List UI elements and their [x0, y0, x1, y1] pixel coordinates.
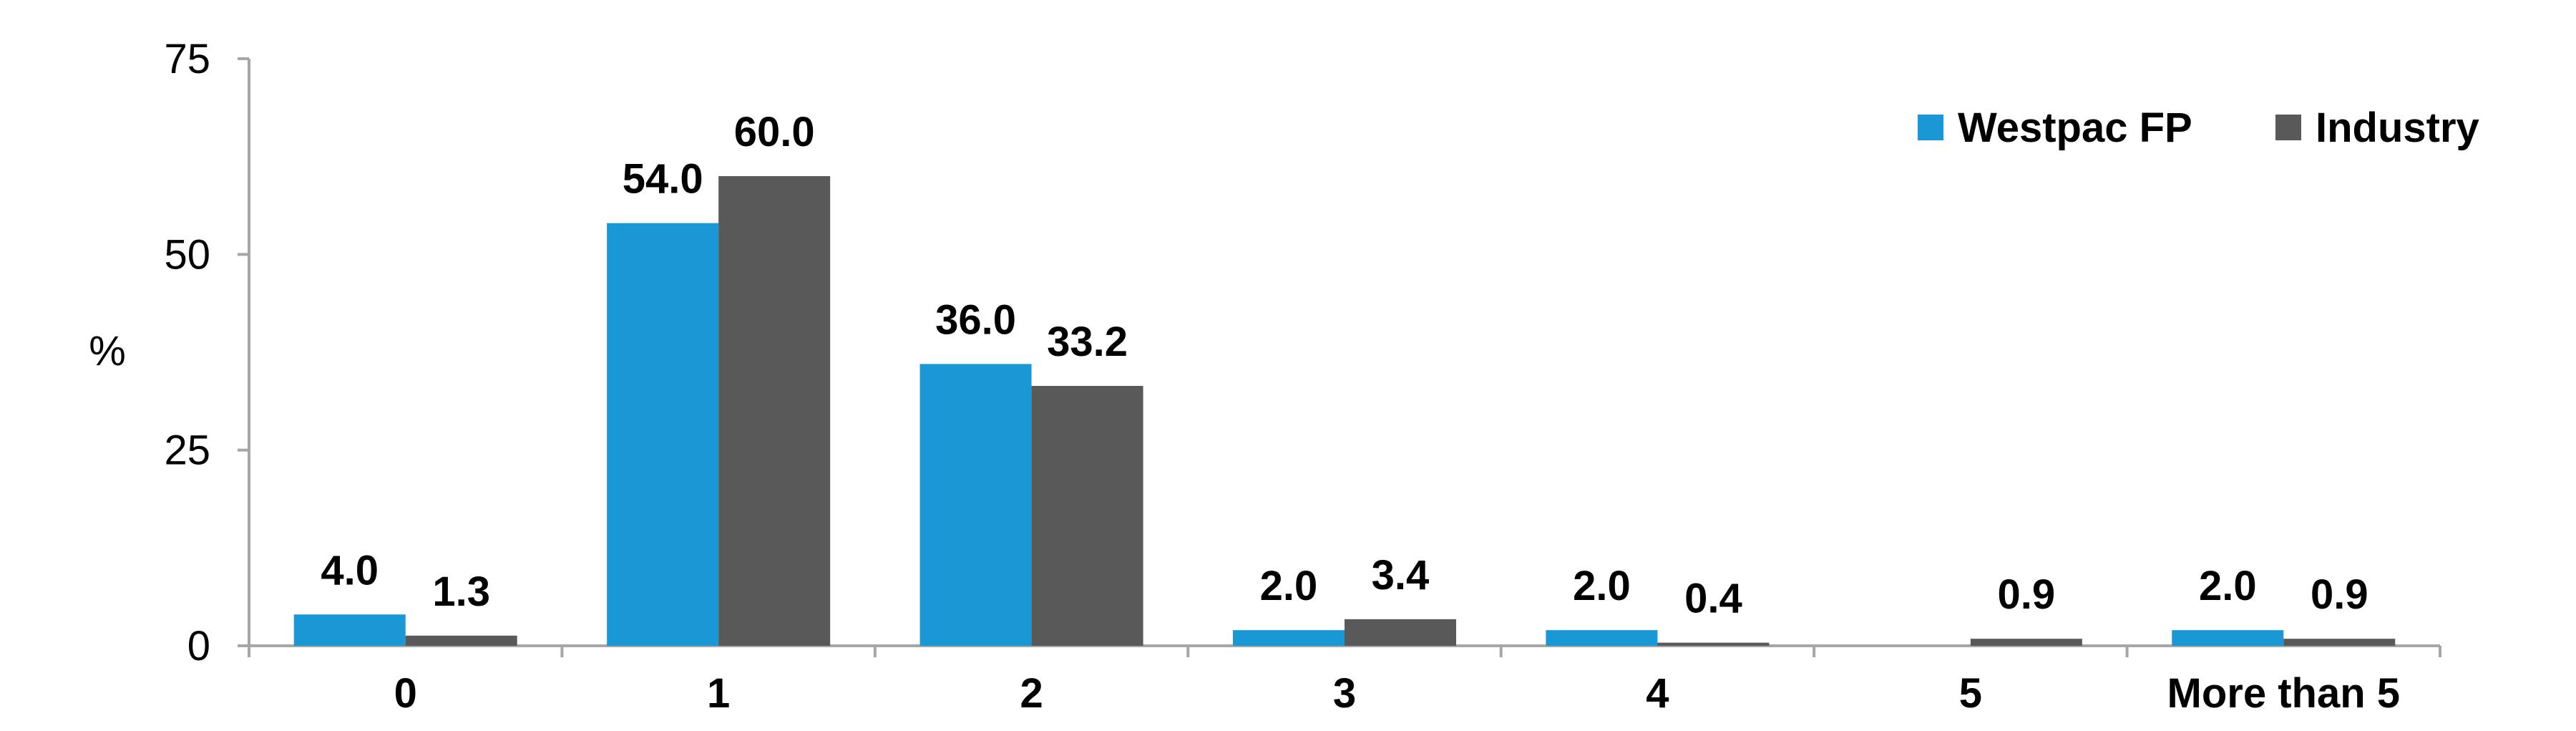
bars [293, 176, 2396, 647]
legend: Westpac FP Industry [1918, 105, 2479, 151]
y-tick-label: 50 [164, 231, 210, 278]
legend-swatch [2275, 115, 2301, 140]
data-label: 60.0 [734, 109, 815, 155]
bar-industry [718, 176, 831, 646]
x-category-label: More than 5 [2167, 670, 2401, 717]
bar-westpac-fp [607, 223, 719, 647]
bar-westpac-fp [2172, 630, 2284, 646]
bar-industry [405, 635, 517, 646]
y-tick-label: 75 [164, 36, 210, 82]
x-category-label: 0 [394, 670, 417, 717]
bar-industry [1031, 386, 1143, 646]
bar-westpac-fp [1233, 630, 1345, 646]
y-axis: 0 25 50 75 [164, 36, 250, 669]
x-axis: 0 1 2 3 4 5 More than 5 [248, 644, 2441, 717]
data-label: 2.0 [1573, 563, 1631, 609]
bar-westpac-fp [1546, 630, 1658, 646]
legend-label: Westpac FP [1958, 105, 2192, 151]
x-category-label: 4 [1646, 670, 1669, 717]
legend-swatch [1918, 115, 1943, 140]
data-label: 1.3 [432, 568, 490, 615]
bar-industry [1345, 619, 1456, 646]
x-category-label: 1 [707, 670, 730, 717]
data-label: 0.4 [1684, 576, 1742, 622]
x-category-label: 5 [1959, 670, 1982, 717]
data-label: 33.2 [1047, 319, 1128, 365]
data-label: 3.4 [1372, 552, 1430, 599]
x-category-label: 2 [1020, 670, 1043, 717]
data-label: 2.0 [1260, 563, 1318, 609]
legend-label: Industry [2316, 105, 2479, 151]
data-label: 54.0 [623, 156, 703, 203]
data-label: 0.9 [2311, 571, 2368, 618]
bar-westpac-fp [293, 614, 406, 646]
data-label: 2.0 [2199, 563, 2257, 609]
data-labels: 4.0 54.0 36.0 2.0 2.0 2.0 1.3 60.0 33.2 3.4 0.4 0.9… [321, 109, 2368, 622]
data-label: 0.9 [1998, 571, 2056, 618]
data-label: 4.0 [321, 547, 379, 594]
y-axis-label: % [89, 328, 126, 374]
y-tick-label: 0 [187, 623, 210, 669]
bar-industry [1657, 642, 1770, 646]
y-tick-label: 25 [164, 427, 210, 474]
bar-industry [2283, 639, 2396, 646]
bar-industry [1970, 639, 2082, 646]
x-category-label: 3 [1333, 670, 1356, 717]
data-label: 36.0 [935, 296, 1016, 343]
bar-westpac-fp [919, 364, 1032, 646]
